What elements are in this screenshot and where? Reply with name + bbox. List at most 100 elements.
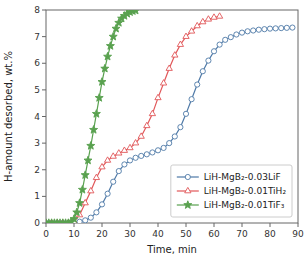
- x-tick-label: 70: [236, 229, 248, 239]
- point: [273, 26, 278, 31]
- point: [122, 162, 127, 167]
- point: [90, 126, 98, 134]
- point: [111, 179, 116, 184]
- point: [76, 199, 84, 207]
- point: [251, 28, 256, 33]
- y-tick: [42, 10, 46, 11]
- point: [178, 125, 183, 130]
- point: [234, 32, 239, 37]
- legend-label: LiH-MgB₂-0.01TiH₂: [204, 186, 287, 196]
- x-tick: [46, 223, 47, 227]
- point: [84, 156, 92, 164]
- point: [267, 26, 272, 31]
- point: [290, 25, 295, 30]
- x-tick-label: 50: [180, 229, 192, 239]
- point: [93, 174, 99, 179]
- point: [167, 141, 172, 146]
- point: [92, 110, 100, 118]
- point: [188, 28, 194, 33]
- data-group: [46, 10, 295, 223]
- series-line: [46, 28, 292, 223]
- point: [105, 191, 110, 196]
- point: [73, 208, 81, 216]
- point: [284, 25, 289, 30]
- point: [110, 153, 116, 158]
- point: [194, 22, 200, 27]
- y-tick-label: 7: [34, 32, 40, 42]
- x-tick-label: 90: [292, 229, 304, 239]
- series-line: [46, 11, 136, 223]
- point: [116, 168, 121, 173]
- point: [205, 16, 211, 21]
- y-tick: [42, 169, 46, 170]
- point: [177, 41, 183, 46]
- point: [189, 97, 194, 102]
- x-tick: [242, 223, 243, 227]
- point: [149, 110, 155, 115]
- y-tick: [42, 196, 46, 197]
- point: [132, 140, 138, 145]
- x-tick-label: 10: [68, 229, 80, 239]
- point: [138, 133, 144, 138]
- point: [133, 155, 138, 160]
- point: [99, 202, 104, 207]
- legend-marker: [184, 201, 192, 209]
- y-tick: [42, 116, 46, 117]
- y-tick-label: 2: [34, 165, 40, 175]
- point: [94, 210, 99, 215]
- y-tick: [42, 63, 46, 64]
- x-tick-label: 80: [264, 229, 276, 239]
- x-tick: [74, 223, 75, 227]
- y-tick-label: 1: [34, 191, 40, 201]
- point: [239, 30, 244, 35]
- point: [172, 134, 177, 139]
- point: [223, 37, 228, 42]
- x-tick-label: 20: [96, 229, 108, 239]
- point: [245, 29, 250, 34]
- point: [155, 148, 160, 153]
- point: [144, 152, 149, 157]
- y-tick-label: 5: [34, 85, 40, 95]
- point: [155, 94, 161, 99]
- point: [132, 10, 140, 14]
- x-tick: [270, 223, 271, 227]
- point: [166, 65, 172, 70]
- point: [112, 24, 120, 32]
- point: [88, 215, 93, 220]
- point: [104, 157, 110, 162]
- point: [106, 42, 114, 50]
- x-tick: [158, 223, 159, 227]
- point: [98, 78, 106, 86]
- legend-marker: [185, 187, 191, 192]
- point: [101, 64, 109, 72]
- y-tick-label: 8: [34, 5, 40, 15]
- point: [279, 26, 284, 31]
- y-tick: [42, 143, 46, 144]
- x-tick: [186, 223, 187, 227]
- point: [109, 32, 117, 40]
- point: [144, 122, 150, 127]
- point: [99, 163, 105, 168]
- x-tick: [214, 223, 215, 227]
- x-tick-label: 0: [43, 229, 49, 239]
- plot-frame: [46, 10, 298, 223]
- legend-label: LiH-MgB₂-0.03LiF: [204, 172, 281, 182]
- point: [172, 52, 178, 57]
- y-tick-label: 3: [34, 138, 40, 148]
- x-tick-label: 60: [208, 229, 220, 239]
- point: [139, 153, 144, 158]
- x-tick-label: 30: [124, 229, 136, 239]
- legend-marker: [185, 174, 190, 179]
- point: [81, 171, 89, 179]
- point: [161, 145, 166, 150]
- y-tick: [42, 223, 46, 224]
- x-tick: [298, 223, 299, 227]
- point: [150, 150, 155, 155]
- point: [200, 69, 205, 74]
- x-tick-label: 40: [152, 229, 164, 239]
- legend-box: [171, 165, 292, 217]
- point: [87, 142, 95, 150]
- point: [104, 52, 112, 60]
- y-tick-label: 0: [34, 218, 40, 228]
- chart: 0102030405060708090012345678Time, minH-a…: [0, 0, 308, 259]
